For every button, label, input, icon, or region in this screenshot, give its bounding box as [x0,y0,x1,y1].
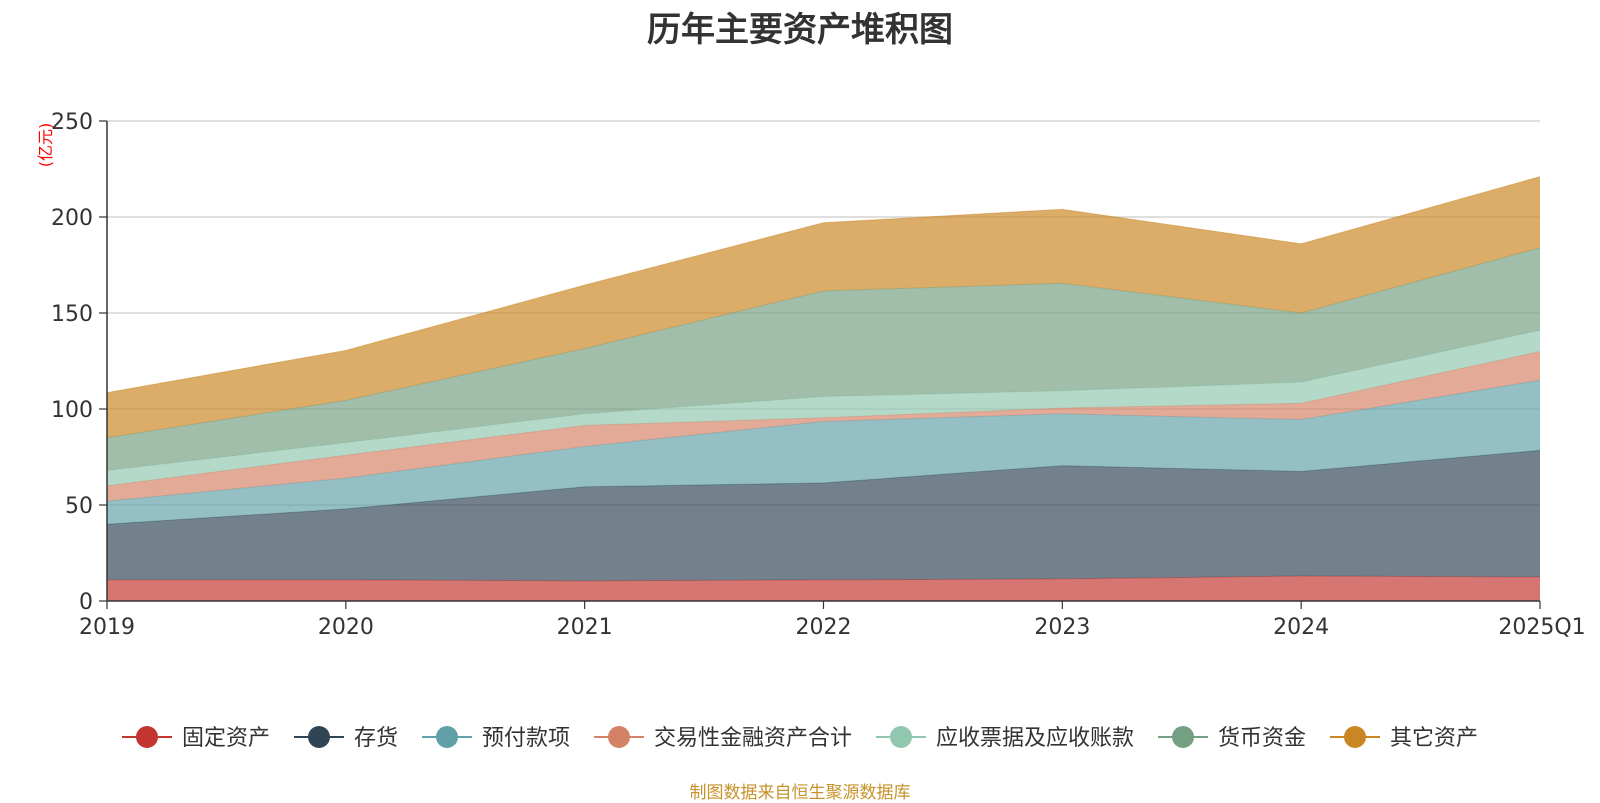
legend-item-交易性金融资产合计[interactable]: 交易性金融资产合计 [593,726,852,751]
legend-marker [435,726,458,748]
area-series-其它资产 [107,176,1540,438]
legend-label: 货币资金 [1218,726,1306,751]
x-tick-label: 2019 [79,615,135,640]
legend-item-其它资产[interactable]: 其它资产 [1330,726,1478,751]
area-series-固定资产 [107,576,1540,601]
chart-title: 历年主要资产堆积图 [647,10,953,50]
y-tick-label: 150 [51,302,93,327]
legend-label: 应收票据及应收账款 [936,726,1134,751]
legend[interactable]: 固定资产 存货 预付款项 交易性金融资产合计 应收票据及应收账款 货币资金 其它资产 [121,726,1478,751]
legend-label: 固定资产 [182,726,270,751]
legend-label: 预付款项 [482,726,570,751]
area-series-预付款项 [107,380,1540,525]
legend-label: 交易性金融资产合计 [654,726,852,751]
legend-item-货币资金[interactable]: 货币资金 [1158,726,1306,751]
legend-marker [307,726,330,748]
legend-marker [890,726,913,748]
legend-marker [607,726,630,748]
area-series-应收票据及应收账款 [107,330,1540,486]
legend-item-预付款项[interactable]: 预付款项 [421,726,570,751]
area-series-货币资金 [107,247,1540,471]
area-series-交易性金融资产合计 [107,351,1540,502]
area-series-edge [106,176,1541,394]
legend-item-固定资产[interactable]: 固定资产 [121,726,270,751]
axes: 0 50 100 150 200 250(亿元) 2019 2020 2021 2022 2023 2… [36,110,1586,640]
x-tick-label: 2023 [1034,615,1090,640]
y-tick-label: 250 [51,110,93,135]
legend-marker [1172,726,1195,748]
y-tick-label: 200 [51,206,93,231]
y-axis-unit-label: (亿元) [36,123,55,168]
legend-label: 存货 [354,726,398,751]
y-tick-label: 100 [51,398,93,423]
y-tick-label: 50 [65,494,93,519]
x-tick-label: 2021 [557,615,613,640]
x-tick-label: 2024 [1273,615,1329,640]
area-series-group [106,176,1541,601]
legend-marker [1344,726,1367,748]
legend-item-存货[interactable]: 存货 [293,726,398,751]
source-note: 制图数据来自恒生聚源数据库 [689,783,911,803]
legend-marker [135,726,158,748]
x-tick-label: 2022 [796,615,852,640]
y-tick-label: 0 [79,590,93,615]
x-tick-label: 2025Q1 [1498,615,1585,640]
area-series-存货 [107,450,1540,581]
legend-label: 其它资产 [1390,726,1478,751]
legend-item-应收票据及应收账款[interactable]: 应收票据及应收账款 [876,726,1134,751]
x-tick-label: 2020 [318,615,374,640]
